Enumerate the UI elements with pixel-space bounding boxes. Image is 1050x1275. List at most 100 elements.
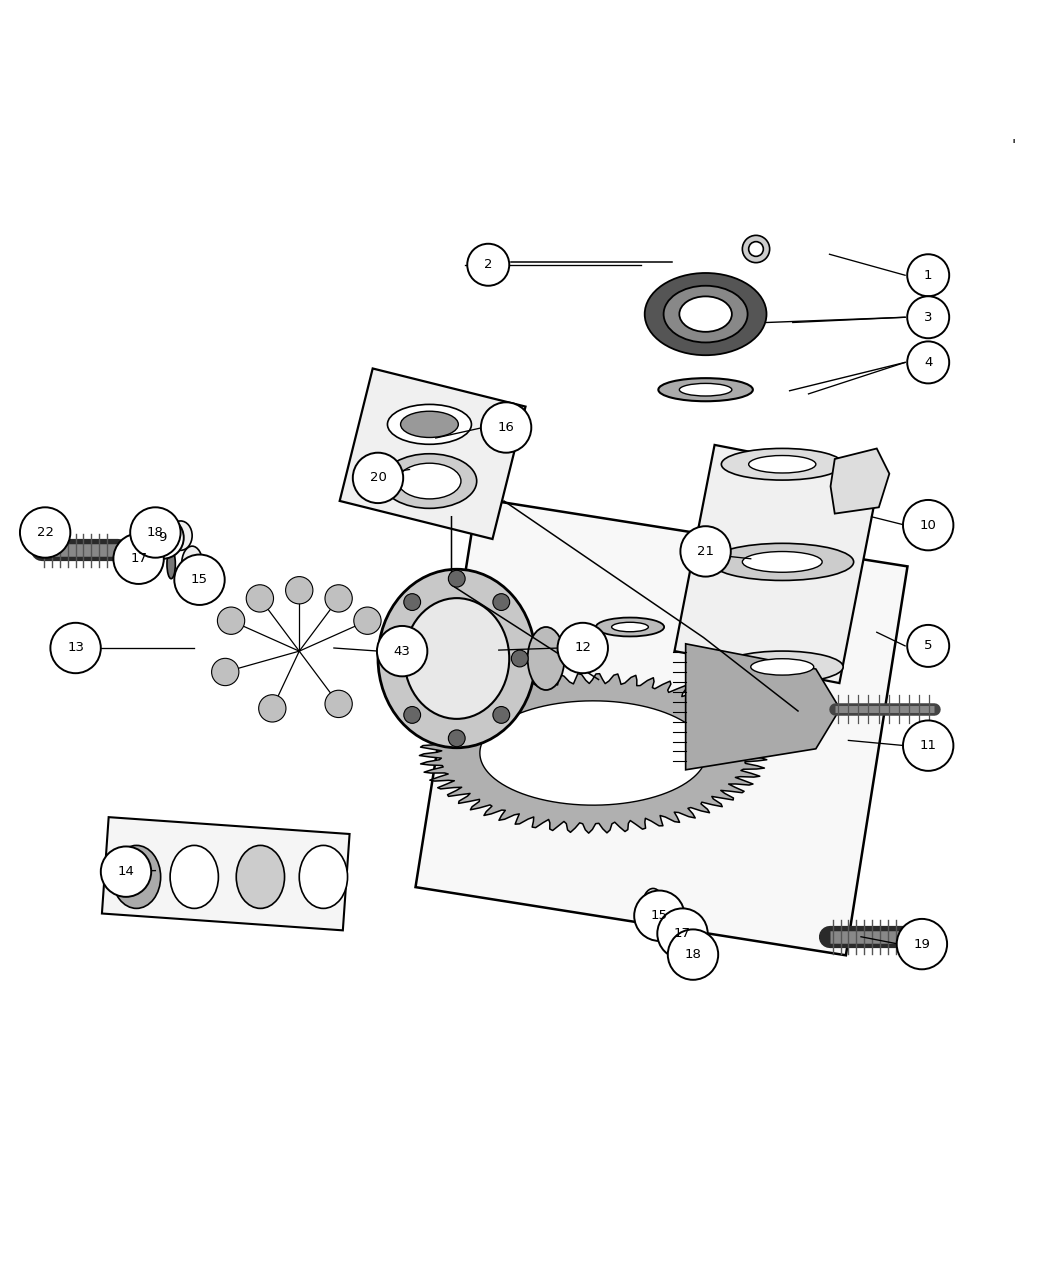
Text: 3: 3 (924, 311, 932, 324)
Text: 15: 15 (651, 909, 668, 922)
Circle shape (907, 342, 949, 384)
Circle shape (907, 254, 949, 296)
Circle shape (680, 527, 731, 576)
Ellipse shape (382, 454, 477, 509)
Circle shape (326, 585, 352, 612)
Circle shape (492, 594, 509, 611)
Text: 16: 16 (498, 421, 514, 434)
Circle shape (903, 720, 953, 771)
Circle shape (481, 403, 531, 453)
Text: 10: 10 (920, 519, 937, 532)
Text: 17: 17 (130, 552, 147, 565)
Circle shape (467, 244, 509, 286)
Circle shape (217, 607, 245, 635)
Circle shape (897, 919, 947, 969)
Circle shape (130, 507, 181, 557)
Text: 5: 5 (924, 639, 932, 653)
Ellipse shape (721, 652, 843, 682)
Ellipse shape (387, 404, 471, 444)
Ellipse shape (668, 909, 676, 937)
Circle shape (558, 622, 608, 673)
Text: 18: 18 (685, 949, 701, 961)
Circle shape (448, 570, 465, 586)
Ellipse shape (147, 536, 164, 575)
Polygon shape (340, 368, 525, 539)
Ellipse shape (596, 617, 664, 636)
Ellipse shape (398, 463, 461, 499)
Circle shape (404, 706, 421, 723)
Ellipse shape (711, 543, 854, 580)
Text: 4: 4 (924, 356, 932, 368)
Ellipse shape (751, 659, 814, 674)
Text: 19: 19 (914, 937, 930, 951)
Text: 20: 20 (370, 472, 386, 484)
Text: 17: 17 (674, 927, 691, 940)
Circle shape (50, 622, 101, 673)
Ellipse shape (169, 521, 192, 551)
Ellipse shape (742, 552, 822, 572)
Text: 1: 1 (924, 269, 932, 282)
Circle shape (657, 908, 708, 959)
Circle shape (903, 500, 953, 551)
Polygon shape (419, 673, 766, 833)
Text: 2: 2 (484, 259, 492, 272)
Ellipse shape (645, 273, 766, 356)
Ellipse shape (664, 286, 748, 343)
Text: 21: 21 (697, 544, 714, 558)
Polygon shape (102, 817, 350, 931)
Ellipse shape (721, 449, 843, 481)
Polygon shape (686, 644, 840, 770)
Circle shape (258, 695, 286, 722)
Circle shape (353, 453, 403, 504)
Circle shape (286, 576, 313, 604)
Circle shape (907, 296, 949, 338)
Ellipse shape (401, 412, 458, 437)
Circle shape (448, 729, 465, 747)
Circle shape (101, 847, 151, 896)
Circle shape (385, 650, 402, 667)
Circle shape (174, 555, 225, 604)
Circle shape (354, 607, 381, 635)
Text: 12: 12 (574, 641, 591, 654)
Circle shape (492, 706, 509, 723)
Text: 15: 15 (191, 574, 208, 586)
Circle shape (749, 242, 763, 256)
Ellipse shape (182, 546, 203, 581)
Circle shape (246, 585, 273, 612)
Circle shape (326, 690, 352, 718)
Ellipse shape (404, 598, 509, 719)
Text: 18: 18 (147, 527, 164, 539)
Circle shape (907, 625, 949, 667)
Circle shape (377, 626, 427, 676)
Polygon shape (416, 499, 907, 955)
Ellipse shape (680, 921, 695, 959)
Circle shape (668, 929, 718, 979)
Ellipse shape (378, 569, 536, 747)
Ellipse shape (170, 845, 218, 908)
Text: 11: 11 (920, 740, 937, 752)
Ellipse shape (299, 845, 348, 908)
Text: 22: 22 (37, 527, 54, 539)
Ellipse shape (480, 701, 707, 806)
Circle shape (113, 533, 164, 584)
Ellipse shape (236, 845, 285, 908)
Circle shape (511, 650, 528, 667)
Text: ': ' (1011, 139, 1015, 154)
Ellipse shape (112, 845, 161, 908)
Text: 43: 43 (394, 645, 411, 658)
Ellipse shape (167, 550, 175, 579)
Ellipse shape (527, 627, 565, 690)
Circle shape (20, 507, 70, 557)
Text: 13: 13 (67, 641, 84, 654)
Circle shape (212, 658, 239, 686)
Polygon shape (831, 449, 889, 514)
Ellipse shape (658, 379, 753, 402)
Ellipse shape (679, 296, 732, 332)
Text: 9: 9 (159, 532, 167, 544)
Circle shape (404, 594, 421, 611)
Ellipse shape (611, 622, 649, 631)
Polygon shape (674, 445, 880, 683)
Ellipse shape (643, 889, 664, 922)
Circle shape (634, 890, 685, 941)
Ellipse shape (679, 384, 732, 397)
